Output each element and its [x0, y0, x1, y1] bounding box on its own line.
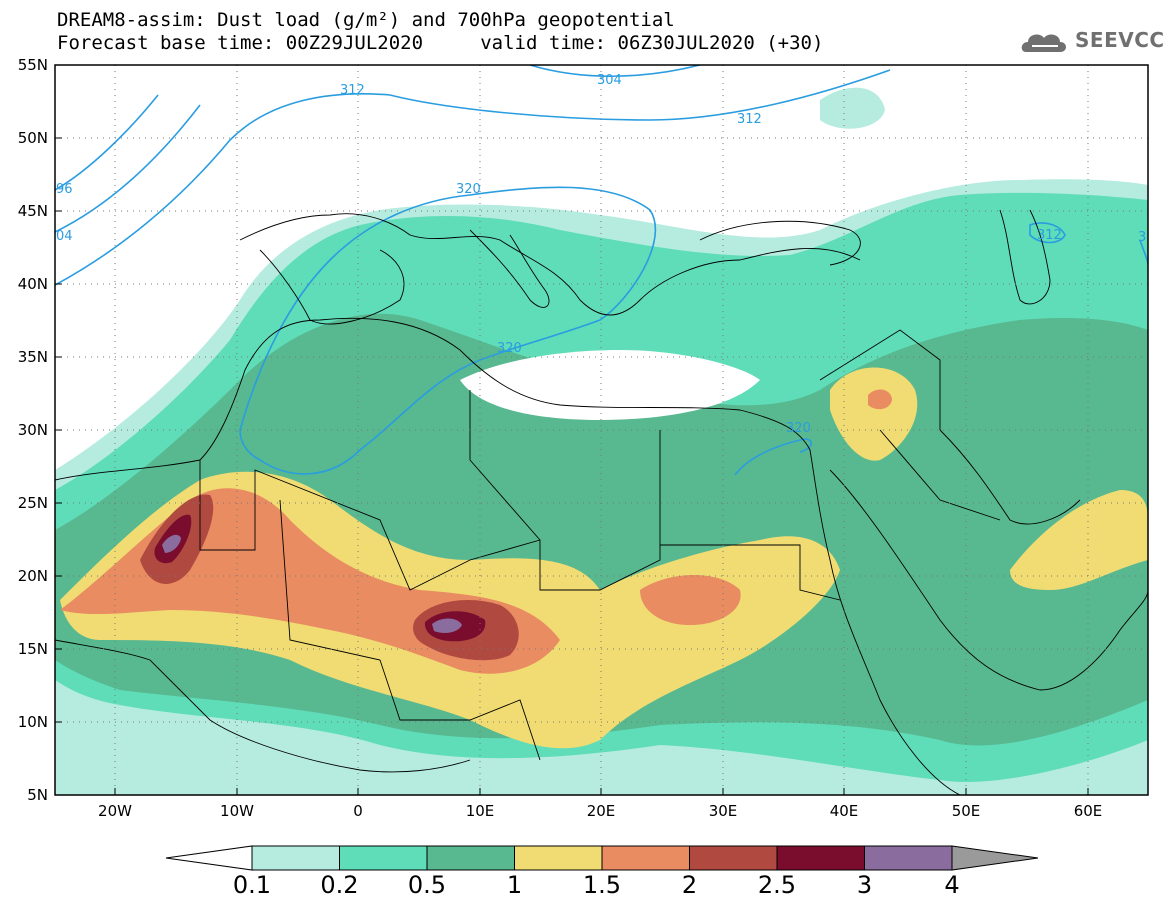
- colorbar-box: [864, 845, 953, 871]
- coast-caspian: [999, 209, 1051, 305]
- lon-label: 50E: [952, 802, 981, 820]
- coast-black-sea: [699, 220, 861, 266]
- lon-label: 20E: [587, 802, 616, 820]
- colorbar-box: [776, 845, 865, 871]
- lon-label: 30E: [709, 802, 738, 820]
- contour-label: 312: [340, 83, 365, 98]
- coast-west-africa: [55, 639, 471, 773]
- colorbar-under-arrow: [165, 845, 253, 871]
- border-sahara-1: [199, 460, 541, 591]
- lat-label: 5N: [27, 786, 48, 804]
- contour-label: 3: [1138, 230, 1146, 245]
- colorbar-tick-label: 2: [682, 871, 697, 899]
- lon-ticks: [114, 788, 1089, 795]
- coast-africa: [55, 317, 961, 795]
- country-borders: [55, 209, 1148, 795]
- lat-ticks: [55, 64, 62, 796]
- contour-label: 320: [456, 182, 481, 197]
- border-middle-east: [819, 329, 1001, 521]
- dust-band-3-niger: [432, 618, 462, 633]
- lat-label: 20N: [18, 567, 48, 585]
- logo-text: SEEVCCC: [1075, 28, 1165, 52]
- colorbar-labels: 0.1 0.2 0.5 1 1.5 2 2.5 3 4: [233, 871, 960, 899]
- colorbar-box: [339, 845, 428, 871]
- colorbar-box: [251, 845, 340, 871]
- cloud-logo-icon: [1021, 34, 1066, 52]
- lat-labels: 55N 50N 45N 40N 35N 30N 25N 20N 15N 10N …: [18, 56, 48, 804]
- contour-96: [55, 94, 159, 191]
- colorbar-box: [514, 845, 603, 871]
- contour-label-group: 312 304 312 320 320 320 312 96 04 3: [56, 73, 1146, 436]
- lon-label: 60E: [1074, 802, 1103, 820]
- contour-04: [55, 104, 201, 233]
- coast-iberia: [259, 249, 405, 325]
- contour-320-east: [734, 438, 813, 476]
- lat-label: 50N: [18, 129, 48, 147]
- colorbar-box: [689, 845, 778, 871]
- dust-band-0.1-ne: [820, 87, 885, 129]
- colorbar-tick-label: 0.2: [320, 871, 358, 899]
- coast-persian-gulf: [939, 429, 1081, 525]
- dust-fill-layer: [55, 65, 1148, 795]
- lon-label: 20W: [98, 802, 132, 820]
- grid-lines: [55, 65, 1148, 795]
- clean-air-med: [460, 350, 760, 420]
- coast-europe: [239, 213, 861, 316]
- lat-label: 40N: [18, 275, 48, 293]
- border-sahara-2: [469, 390, 661, 591]
- colorbar-box: [601, 845, 690, 871]
- lat-label: 55N: [18, 56, 48, 74]
- contour-304: [529, 65, 701, 78]
- coast-italy: [469, 229, 550, 308]
- contour-312-caspian: [1029, 222, 1066, 244]
- dust-band-1-iraq: [830, 367, 918, 461]
- dust-band-1.5-iraq: [868, 389, 892, 410]
- chart-title: DREAM8-assim: Dust load (g/m²) and 700hP…: [57, 9, 675, 31]
- colorbar: 0.1 0.2 0.5 1 1.5 2 2.5 3 4: [165, 845, 1039, 899]
- contour-label: 312: [1037, 228, 1062, 243]
- lon-labels: 20W 10W 0 10E 20E 30E 40E 50E 60E: [98, 802, 1102, 820]
- contour-label: 304: [597, 73, 622, 88]
- contour-label: 320: [497, 341, 522, 356]
- dust-band-1-arabia: [1010, 490, 1148, 590]
- border-sahel: [279, 499, 541, 761]
- lon-label: 10W: [220, 802, 254, 820]
- contour-312-north: [55, 69, 891, 286]
- colorbar-over-arrow: [951, 845, 1039, 871]
- colorbar-boxes: [251, 845, 953, 871]
- contour-label: 312: [737, 112, 762, 127]
- lat-label: 15N: [18, 640, 48, 658]
- colorbar-tick-label: 4: [944, 871, 959, 899]
- colorbar-box: [426, 845, 515, 871]
- colorbar-tick-label: 0.1: [233, 871, 271, 899]
- contour-label: 320: [786, 421, 811, 436]
- dust-band-3: [162, 534, 181, 553]
- colorbar-tick-label: 1.5: [583, 871, 621, 899]
- dust-band-1.5-chad: [640, 575, 741, 625]
- border-sahara-3: [660, 544, 841, 601]
- geopotential-contours: [55, 65, 1148, 476]
- lat-label: 45N: [18, 202, 48, 220]
- lat-label: 25N: [18, 494, 48, 512]
- colorbar-tick-label: 2.5: [758, 871, 796, 899]
- lat-label: 30N: [18, 421, 48, 439]
- coast-arabia: [829, 469, 1148, 691]
- lat-label: 10N: [18, 713, 48, 731]
- lon-label: 0: [353, 802, 363, 820]
- lat-label: 35N: [18, 348, 48, 366]
- contour-label: 04: [56, 229, 73, 244]
- colorbar-tick-label: 0.5: [408, 871, 446, 899]
- lon-label: 10E: [466, 802, 495, 820]
- colorbar-tick-label: 3: [857, 871, 872, 899]
- colorbar-tick-label: 1: [507, 871, 522, 899]
- contour-320: [239, 186, 657, 475]
- lon-label: 40E: [830, 802, 859, 820]
- contour-label: 96: [56, 182, 73, 197]
- chart-subtitle: Forecast base time: 00Z29JUL2020 valid t…: [57, 32, 824, 54]
